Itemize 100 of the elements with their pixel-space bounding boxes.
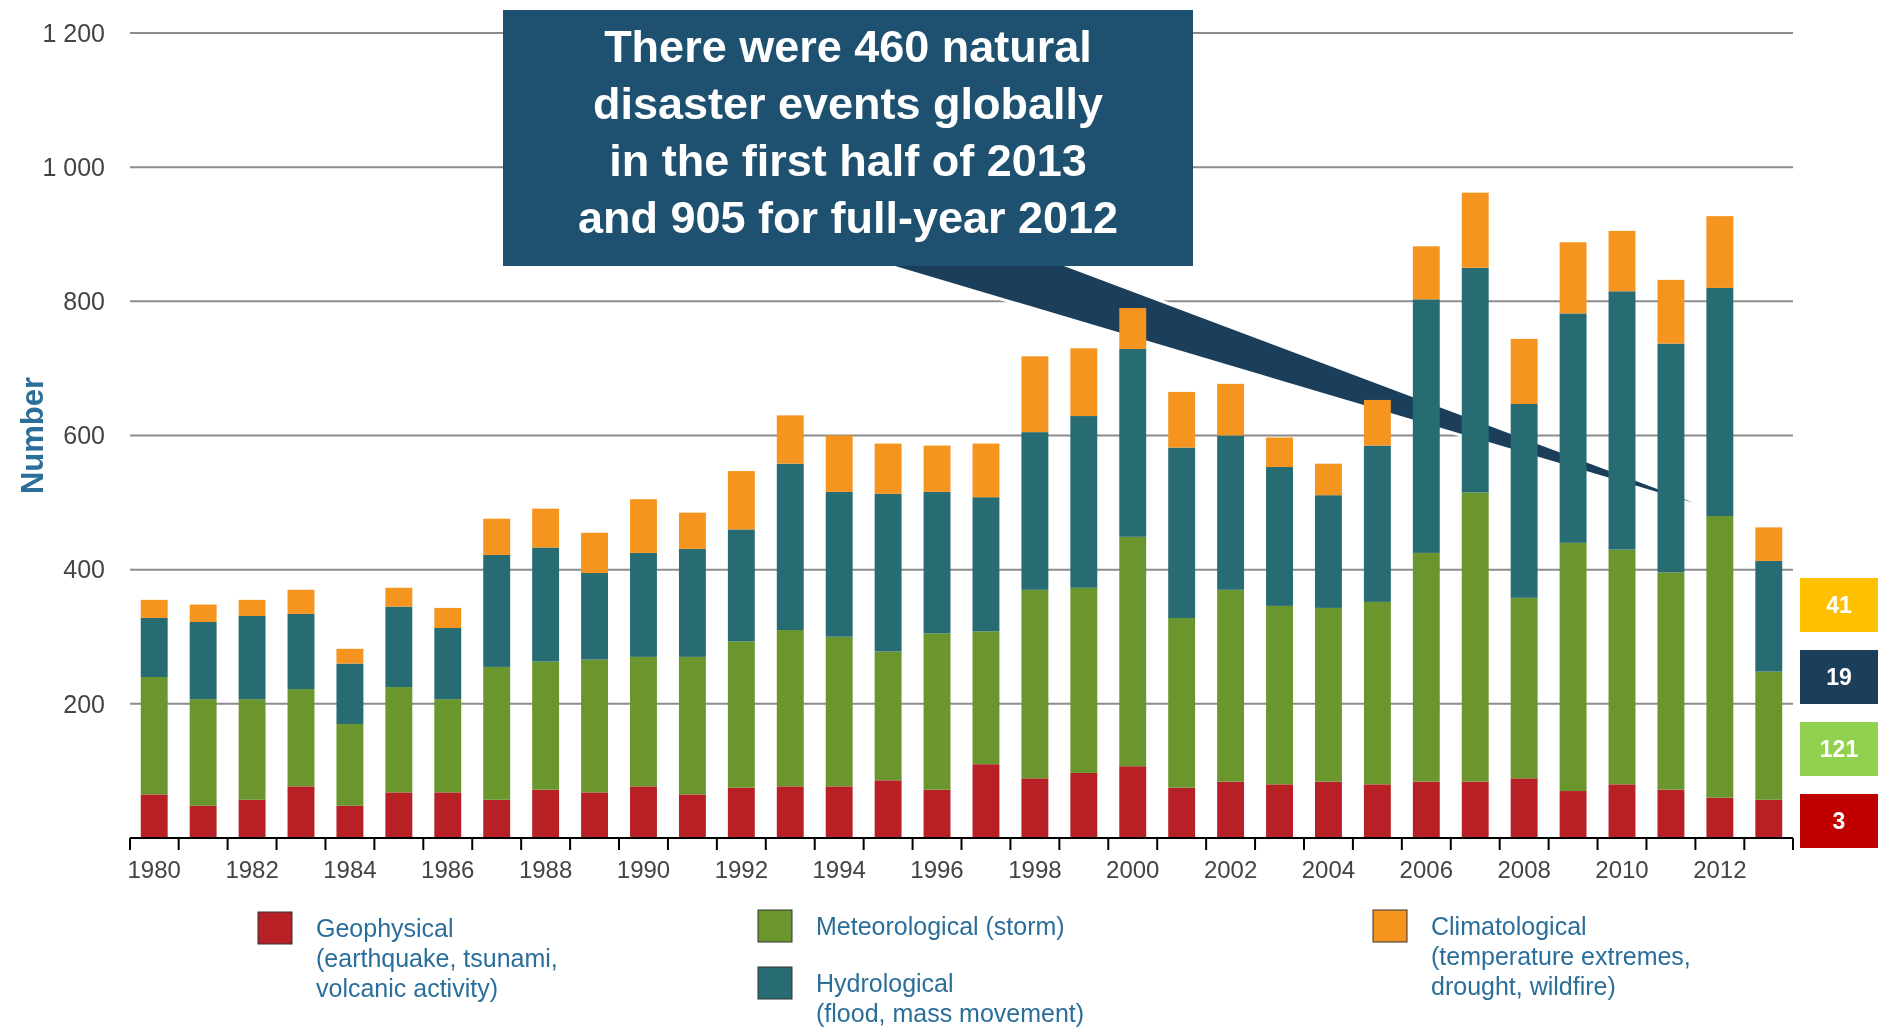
bar: [1608, 230, 1636, 292]
bar: [287, 613, 315, 690]
bar: [972, 764, 1000, 838]
bar: [1510, 403, 1538, 598]
bar: [1363, 399, 1391, 446]
bar: [434, 792, 462, 838]
bar: [434, 628, 462, 700]
bar: [1168, 617, 1196, 788]
x-tick-label: 1984: [323, 856, 377, 883]
bar: [1363, 784, 1391, 838]
x-tick-label: 1988: [518, 856, 573, 883]
bar: [1412, 299, 1440, 553]
legend-label: Hydrological (flood, mass movement): [816, 968, 1085, 1027]
bar: [1217, 781, 1245, 838]
bar: [874, 651, 902, 781]
bar: [727, 529, 755, 642]
annotation: There were 460 natural disaster events globally in the first half of 2013 and 905 for full-year 2012: [577, 21, 1119, 243]
y-tick-label: 1 000: [42, 152, 105, 181]
bar: [1266, 784, 1293, 838]
y-tick-label: 600: [63, 421, 105, 450]
bar: [434, 607, 462, 629]
bar: [1266, 467, 1293, 606]
bar: [630, 786, 657, 838]
y-tick-label: 800: [63, 287, 105, 316]
bar: [1412, 781, 1440, 838]
bar: [483, 666, 511, 800]
bar: [581, 659, 609, 793]
bar: [1412, 552, 1440, 782]
text: 121: [1819, 736, 1859, 763]
bar: [1755, 560, 1783, 672]
x-tick-label: 1994: [812, 856, 866, 883]
bar: [483, 799, 511, 838]
bar: [189, 699, 217, 806]
bar: [483, 554, 511, 667]
bar: [874, 443, 902, 494]
bar: [189, 621, 217, 700]
bar: [238, 615, 266, 700]
bar: [385, 687, 413, 793]
bar: [483, 518, 511, 555]
bar: [1168, 787, 1196, 838]
bar: [140, 599, 168, 618]
bar: [1461, 781, 1489, 838]
bar: [678, 512, 706, 549]
bar: [1119, 348, 1147, 537]
bar: [1706, 797, 1734, 838]
bar: [1217, 383, 1245, 436]
bar: [140, 794, 168, 838]
bar: [532, 789, 560, 838]
bar: [1314, 495, 1342, 608]
bar: [825, 786, 853, 838]
bar: [972, 497, 1000, 632]
bar: [336, 805, 364, 838]
bar: [287, 786, 315, 838]
bar: [630, 656, 657, 787]
bar: [434, 699, 462, 793]
legend-label: Geophysical (earthquake, tsunami, volcanic activity): [316, 913, 558, 1002]
text: 3: [1832, 808, 1846, 835]
bar: [923, 789, 951, 838]
bar: [238, 599, 266, 616]
bar: [874, 493, 902, 652]
bar: [140, 677, 168, 795]
text: 41: [1826, 592, 1852, 619]
bar: [1461, 192, 1489, 268]
bar: [1559, 313, 1587, 543]
x-tick-label: 2004: [1301, 856, 1356, 883]
bar: [1657, 343, 1685, 573]
bar: [1706, 516, 1734, 798]
legend-label: Meteorological (storm): [816, 911, 1065, 940]
bar: [532, 508, 560, 548]
bar: [630, 552, 657, 657]
bar: [825, 491, 853, 637]
bar: [1168, 447, 1196, 618]
bar: [1314, 781, 1342, 838]
x-tick-label: 2012: [1693, 856, 1747, 883]
bar: [825, 636, 853, 787]
y-tick-label: 1 200: [42, 18, 105, 47]
bar: [776, 415, 804, 464]
bar: [336, 723, 364, 806]
x-tick-label: 1982: [225, 856, 279, 883]
bar: [923, 445, 951, 492]
bar: [1314, 607, 1342, 782]
bar: [1510, 597, 1538, 779]
x-tick-label: 1998: [1008, 856, 1062, 883]
bar: [1608, 784, 1636, 838]
bar: [678, 548, 706, 657]
x-tick-label: 1990: [616, 856, 671, 883]
bar: [1021, 432, 1049, 590]
bar: [287, 589, 315, 614]
bar: [385, 792, 413, 838]
bar: [1755, 527, 1783, 561]
bar: [678, 656, 706, 795]
bar: [1608, 291, 1636, 550]
bar: [336, 648, 364, 664]
bar: [1070, 416, 1098, 588]
bar: [1706, 216, 1734, 288]
x-tick-label: 2010: [1595, 856, 1649, 883]
x-tick-label: 2002: [1203, 856, 1258, 883]
y-axis-title: Number: [15, 376, 50, 495]
bar: [776, 463, 804, 631]
bar: [1119, 308, 1147, 349]
